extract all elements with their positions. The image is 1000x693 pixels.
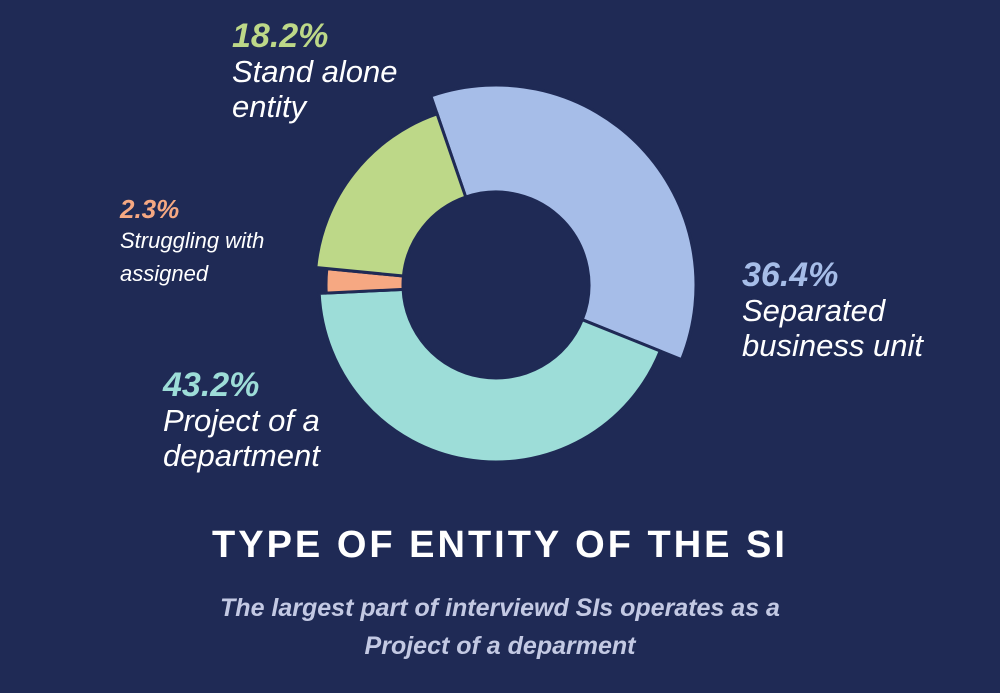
name-struggling-with-assigned: Struggling with assigned bbox=[120, 228, 265, 287]
pct-separated-business-unit: 36.4% bbox=[742, 256, 839, 294]
chart-title: TYPE OF ENTITY OF THE SI bbox=[212, 524, 788, 566]
name-project-of-a-department: Project of a department bbox=[163, 403, 320, 473]
label-project-of-a-department: 43.2% Project of a department bbox=[163, 366, 373, 474]
name-separated-business-unit: Separated business unit bbox=[742, 293, 923, 363]
pct-project-of-a-department: 43.2% bbox=[163, 366, 260, 404]
chart-subtitle: The largest part of interviewd SIs opera… bbox=[220, 594, 780, 660]
name-stand-alone-entity: Stand alone entity bbox=[232, 54, 398, 124]
slice-project-of-a-department bbox=[317, 287, 663, 464]
label-struggling-with-assigned: 2.3% Struggling with assigned bbox=[120, 194, 280, 290]
slice-separated-business-unit bbox=[428, 83, 698, 362]
pct-stand-alone-entity: 18.2% bbox=[232, 17, 329, 55]
label-separated-business-unit: 36.4% Separated business unit bbox=[742, 256, 952, 364]
label-stand-alone-entity: 18.2% Stand alone entity bbox=[232, 17, 422, 125]
pct-struggling-with-assigned: 2.3% bbox=[120, 194, 180, 224]
slice-stand-alone-entity bbox=[314, 111, 468, 278]
